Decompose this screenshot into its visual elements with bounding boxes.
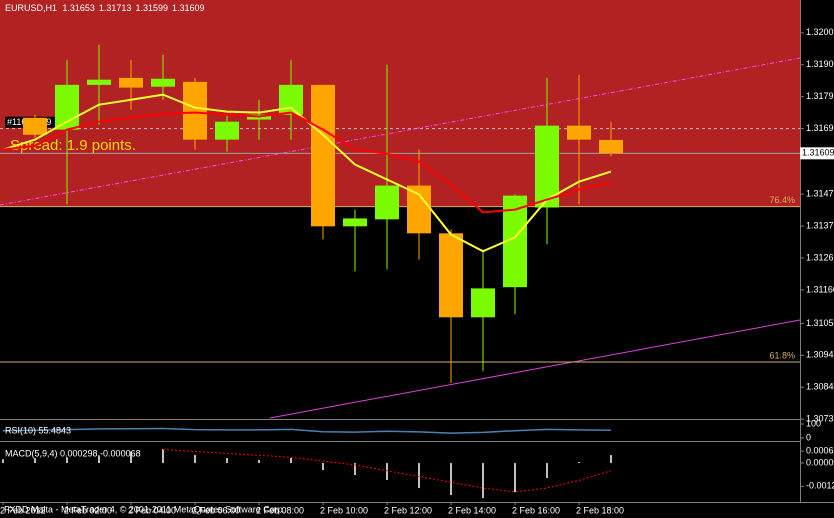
y-tick-label: 1.31690: [806, 123, 834, 133]
y-tick-label: 1.30945: [806, 350, 834, 360]
x-tick-label: 2 Feb 16:00: [512, 505, 560, 515]
rsi-line: [2, 427, 612, 434]
candle-body: [567, 125, 591, 140]
indicator-title: MACD(5,9,4) 0.000298 -0.000068: [5, 448, 141, 458]
header-high: 1.31713: [99, 3, 132, 13]
y-tick-label: 1.30735: [806, 414, 834, 424]
y-tick-label: 1.31370: [806, 220, 834, 230]
y-tick-label: -0.00121: [806, 481, 834, 491]
moving-average: [2, 111, 612, 214]
macd-signal: [162, 449, 612, 493]
candle-body: [311, 84, 335, 227]
trend-line: [269, 319, 801, 419]
y-tick-label: 1.31900: [806, 59, 834, 69]
y-tick-label: 1.31050: [806, 318, 834, 328]
candle-body: [151, 78, 175, 87]
candle-body: [87, 79, 111, 85]
level-label: 76.4%: [769, 195, 795, 205]
x-tick-label: 2 Feb 06:00: [192, 505, 240, 515]
candle-body: [23, 117, 47, 135]
header-open: 1.31653: [62, 3, 95, 13]
x-tick-label: 2 Feb 04:00: [128, 505, 176, 515]
symbol: EURUSD,H1: [5, 3, 57, 13]
candle-body: [407, 185, 431, 234]
y-tick-label: 0.000000: [806, 457, 834, 467]
candle-body: [439, 233, 463, 318]
x-tick-label: 2 Feb 18:00: [576, 505, 624, 515]
zone: [0, 0, 800, 207]
footer-text: FXDD Malta - MetaTrader 4, © 2001-2011 M…: [4, 504, 285, 514]
bid-label-box: [800, 147, 834, 160]
candle-body: [375, 185, 399, 220]
candle-body: [343, 218, 367, 227]
y-tick-label: 1.31475: [806, 188, 834, 198]
header-low: 1.31599: [135, 3, 168, 13]
y-tick-label: 0.000623: [806, 445, 834, 455]
x-tick-label: 2 Feb 12:00: [384, 505, 432, 515]
candle-body: [279, 84, 303, 115]
x-tick-label: 2 Feb 08:00: [256, 505, 304, 515]
bid-label: 1.31609: [802, 148, 834, 158]
candle-body: [55, 84, 79, 130]
y-tick-label: 1.30840: [806, 382, 834, 392]
candle-body: [183, 81, 207, 140]
candle-body: [215, 121, 239, 140]
y-tick-label: 1.31265: [806, 252, 834, 262]
indicator-title: RSI(10) 55.4843: [5, 425, 71, 435]
y-tick-label: 1.32005: [806, 27, 834, 37]
spread-text: Spread: 1.9 points.: [10, 137, 136, 154]
level-label: 61.8%: [769, 350, 795, 360]
zone-layer: [0, 0, 800, 207]
y-tick-label: 0: [806, 432, 811, 442]
y-tick-label: 100: [806, 418, 821, 428]
trend-line: [0, 57, 801, 206]
y-tick-label: 1.31160: [806, 284, 834, 294]
candle-body: [471, 288, 495, 318]
header-close: 1.31609: [172, 3, 205, 13]
y-tick-label: 1.31795: [806, 91, 834, 101]
candle-body: [599, 139, 623, 154]
chart-header: EURUSD,H1 1.31653 1.31713 1.31599 1.31609: [5, 3, 205, 13]
x-tick-label: 2 Feb 14:00: [448, 505, 496, 515]
x-tick-label: 2 Feb 2012: [0, 505, 46, 515]
candle-body: [535, 125, 559, 208]
x-tick-label: 2 Feb 02:00: [64, 505, 112, 515]
x-tick-label: 2 Feb 10:00: [320, 505, 368, 515]
candle-body: [119, 77, 143, 88]
